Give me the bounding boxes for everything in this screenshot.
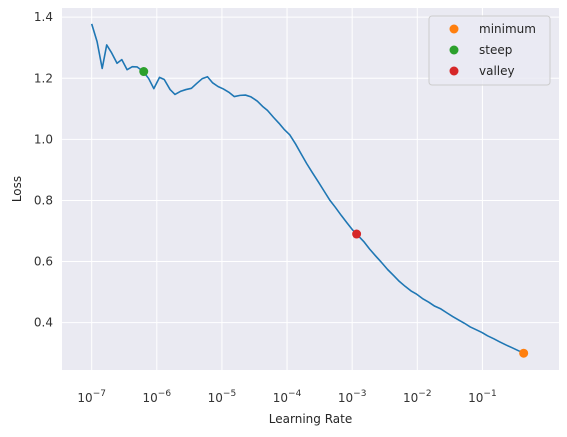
x-tick-label: 10−3 xyxy=(338,389,367,405)
legend-steep-swatch xyxy=(449,45,459,55)
grid xyxy=(62,8,559,370)
y-tick-labels: 0.4 0.6 0.8 1.0 1.2 1.4 xyxy=(34,10,53,329)
x-tick-label: 10−4 xyxy=(273,389,302,405)
y-axis-label: Loss xyxy=(10,176,24,202)
valley-marker xyxy=(352,229,362,239)
marker-layer xyxy=(139,67,529,358)
legend-steep-label: steep xyxy=(479,43,512,57)
x-tick-label: 10−6 xyxy=(143,389,172,405)
series-layer xyxy=(90,23,525,354)
steep-marker xyxy=(139,67,149,77)
legend-minimum-swatch xyxy=(449,24,459,34)
legend-minimum-label: minimum xyxy=(479,22,536,36)
y-tick-label: 1.4 xyxy=(34,10,53,24)
x-tick-label: 10−5 xyxy=(208,389,237,405)
x-tick-label: 10−2 xyxy=(403,389,432,405)
y-tick-label: 0.8 xyxy=(34,193,53,207)
minimum-marker xyxy=(519,348,529,358)
x-tick-labels: 10−7 10−6 10−5 10−4 10−3 10−2 10−1 xyxy=(77,389,496,405)
legend-box xyxy=(428,15,551,86)
x-tick-label: 10−1 xyxy=(468,389,497,405)
x-axis-label: Learning Rate xyxy=(269,412,352,426)
legend-valley-swatch xyxy=(449,66,459,76)
legend: minimum steep valley xyxy=(428,15,551,86)
y-tick-label: 0.6 xyxy=(34,255,53,269)
loss-line xyxy=(90,23,525,354)
y-tick-label: 1.2 xyxy=(34,71,53,85)
y-tick-label: 0.4 xyxy=(34,316,53,330)
legend-valley-label: valley xyxy=(479,64,515,78)
y-tick-label: 1.0 xyxy=(34,132,53,146)
x-tick-label: 10−7 xyxy=(77,389,106,405)
